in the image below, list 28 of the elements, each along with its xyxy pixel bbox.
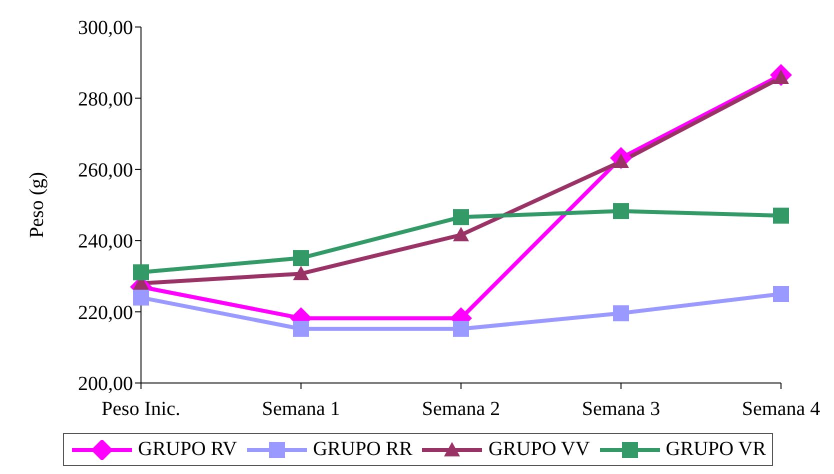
y-tick-label: 240,00 bbox=[78, 230, 133, 253]
point bbox=[453, 209, 469, 226]
point bbox=[293, 320, 309, 337]
y-tick-label: 200,00 bbox=[78, 373, 133, 396]
y-tick-label: 220,00 bbox=[78, 302, 133, 324]
point bbox=[453, 320, 469, 337]
point bbox=[773, 208, 789, 224]
y-tick-label: 300,00 bbox=[78, 17, 133, 40]
y-tick-label: 280,00 bbox=[78, 88, 133, 110]
x-tick-label: Semana 4 bbox=[742, 398, 820, 420]
legend-label: GRUPO VR bbox=[666, 438, 766, 461]
legend-label: GRUPO VV bbox=[488, 438, 590, 461]
point bbox=[613, 305, 629, 322]
x-tick-label: Peso Inic. bbox=[102, 398, 180, 420]
point bbox=[133, 290, 149, 306]
point bbox=[613, 203, 629, 220]
point bbox=[453, 226, 469, 242]
legend-label: GRUPO RR bbox=[312, 438, 412, 461]
point bbox=[773, 286, 789, 302]
x-tick-label: Semana 2 bbox=[422, 398, 500, 420]
point bbox=[133, 264, 149, 280]
point bbox=[293, 266, 309, 280]
point bbox=[293, 250, 309, 266]
legend-label: GRUPO RV bbox=[138, 438, 237, 461]
x-tick-label: Semana 3 bbox=[582, 398, 660, 420]
y-axis-title: Peso (g) bbox=[26, 172, 48, 238]
x-tick-label: Semana 1 bbox=[262, 398, 340, 420]
y-tick-label: 260,00 bbox=[78, 160, 133, 182]
